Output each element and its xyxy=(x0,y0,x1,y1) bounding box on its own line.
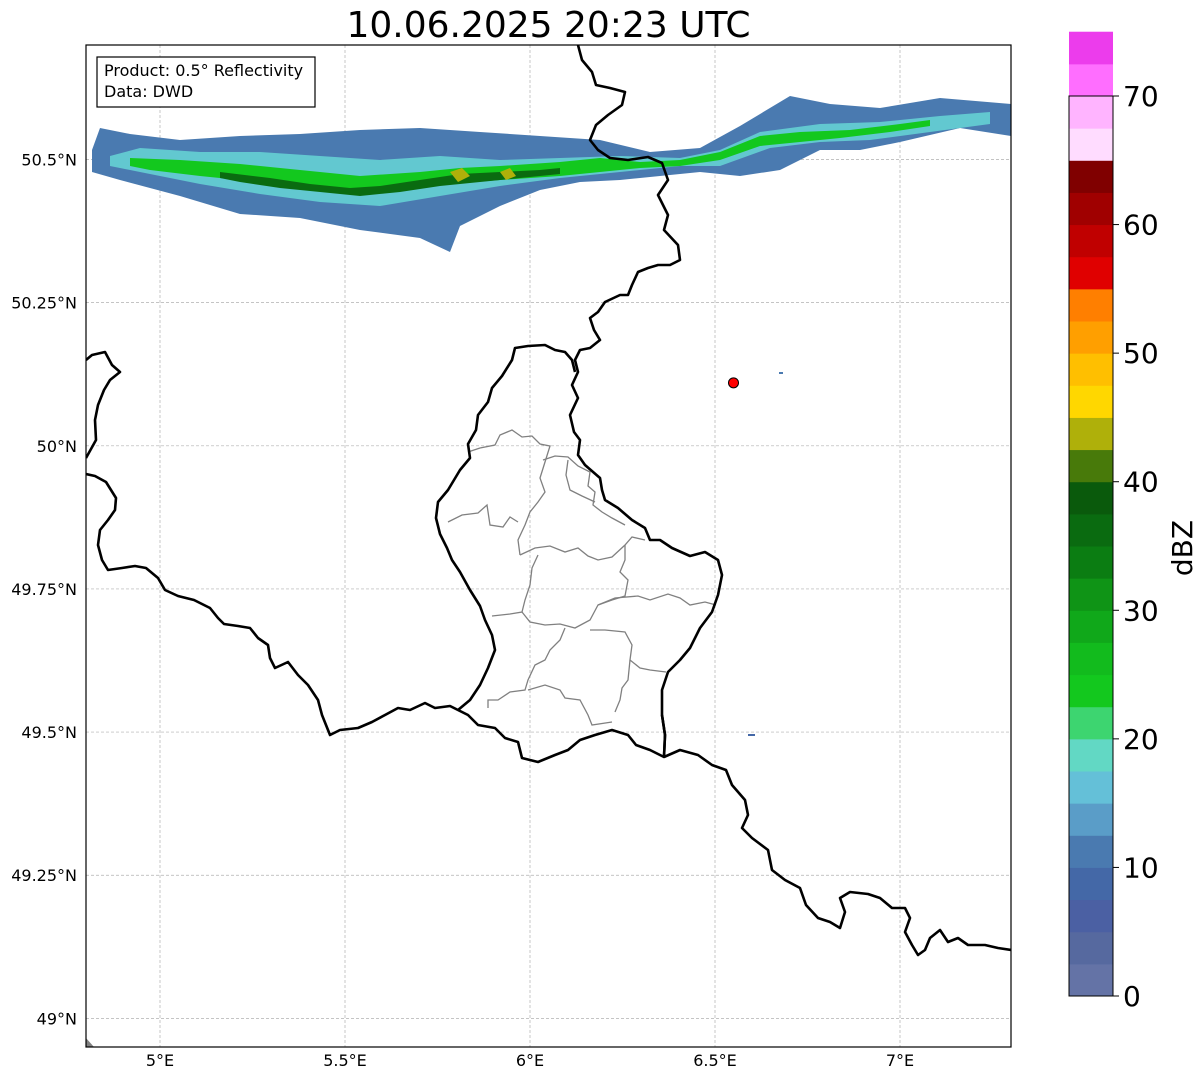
x-axis-ticks: 5°E 5.5°E 6°E 6.5°E 7°E xyxy=(146,1051,914,1070)
borders xyxy=(86,45,1011,957)
colorbar-swatch xyxy=(1069,931,1113,965)
colorbar-swatch xyxy=(1069,867,1113,901)
y-tick-label: 49.25°N xyxy=(11,866,77,885)
colorbar-swatch xyxy=(1069,31,1113,65)
colorbar-swatch xyxy=(1069,674,1113,708)
colorbar-frame xyxy=(1068,95,1114,997)
colorbar-swatch xyxy=(1069,417,1113,451)
colorbar-swatch xyxy=(1069,160,1113,193)
x-tick-label: 6°E xyxy=(516,1051,544,1070)
y-axis-ticks: 49°N 49.25°N 49.5°N 49.75°N 50°N 50.25°N 50.5°… xyxy=(11,151,77,1029)
location-marker[interactable] xyxy=(728,377,739,389)
y-tick-label: 49.75°N xyxy=(11,580,77,599)
x-tick-label: 5.5°E xyxy=(323,1051,367,1070)
colorbar-swatch xyxy=(1069,224,1113,258)
colorbar-swatch xyxy=(1069,353,1113,386)
colorbar-swatch xyxy=(1069,738,1113,772)
info-box: Product: 0.5° Reflectivity Data: DWD xyxy=(96,56,316,108)
radar-echo-green xyxy=(130,120,930,194)
x-tick-label: 7°E xyxy=(886,1051,914,1070)
colorbar-tick-label: 30 xyxy=(1123,594,1159,627)
radar-echo-corner xyxy=(86,1038,94,1047)
radar-echo-speck xyxy=(748,734,755,736)
y-tick-label: 50.5°N xyxy=(21,151,77,170)
colorbar-swatch xyxy=(1069,481,1113,515)
y-tick-label: 49.5°N xyxy=(21,723,77,742)
colorbar-swatch xyxy=(1069,192,1113,226)
colorbar-swatch xyxy=(1069,256,1113,290)
colorbar-swatch xyxy=(1069,321,1113,354)
colorbar-tick-label: 0 xyxy=(1123,980,1141,1013)
colorbar-tick-label: 40 xyxy=(1123,466,1159,499)
colorbar-swatch xyxy=(1069,803,1113,836)
colorbar-swatch xyxy=(1069,128,1113,161)
colorbar-swatch xyxy=(1069,63,1113,97)
colorbar-swatch xyxy=(1069,642,1113,676)
colorbar-swatches xyxy=(1069,31,1113,997)
colorbar: 0 10 20 30 40 50 60 70 dBZ xyxy=(1068,31,1199,1013)
colorbar-swatch xyxy=(1069,610,1113,643)
y-tick-label: 50.25°N xyxy=(11,294,77,313)
y-tick-label: 50°N xyxy=(37,437,77,456)
colorbar-swatch xyxy=(1069,963,1113,997)
map-title: 10.06.2025 20:23 UTC xyxy=(346,5,751,46)
colorbar-tick-label: 20 xyxy=(1123,723,1159,756)
colorbar-swatch xyxy=(1069,546,1113,579)
colorbar-swatch xyxy=(1069,706,1113,740)
colorbar-swatch xyxy=(1069,96,1113,129)
colorbar-tick-label: 50 xyxy=(1123,337,1159,370)
info-data-source: Data: DWD xyxy=(104,82,193,101)
colorbar-ticks: 0 10 20 30 40 50 60 70 xyxy=(1113,80,1159,1013)
radar-echo-band xyxy=(86,96,1011,1047)
colorbar-swatch xyxy=(1069,288,1113,322)
radar-echo-yellow xyxy=(450,168,470,182)
country-borders xyxy=(86,45,1011,957)
colorbar-tick-label: 10 xyxy=(1123,851,1159,884)
colorbar-swatch xyxy=(1069,771,1113,804)
x-tick-label: 5°E xyxy=(146,1051,174,1070)
colorbar-swatch xyxy=(1069,899,1113,933)
radar-echo-core xyxy=(220,168,560,196)
info-product: Product: 0.5° Reflectivity xyxy=(104,61,303,80)
colorbar-tick-label: 60 xyxy=(1123,209,1159,242)
canton-boundaries xyxy=(447,429,717,726)
colorbar-swatch xyxy=(1069,835,1113,868)
radar-echo-yellow xyxy=(500,168,516,180)
x-tick-label: 6.5°E xyxy=(693,1051,737,1070)
colorbar-swatch xyxy=(1069,513,1113,547)
radar-echo-speck xyxy=(779,372,783,374)
colorbar-swatch xyxy=(1069,578,1113,611)
colorbar-swatch xyxy=(1069,385,1113,418)
y-tick-label: 49°N xyxy=(37,1009,77,1028)
map-frame xyxy=(85,44,1012,1048)
colorbar-tick-label: 70 xyxy=(1123,80,1159,113)
colorbar-swatch xyxy=(1069,449,1113,483)
colorbar-label: dBZ xyxy=(1166,520,1199,576)
